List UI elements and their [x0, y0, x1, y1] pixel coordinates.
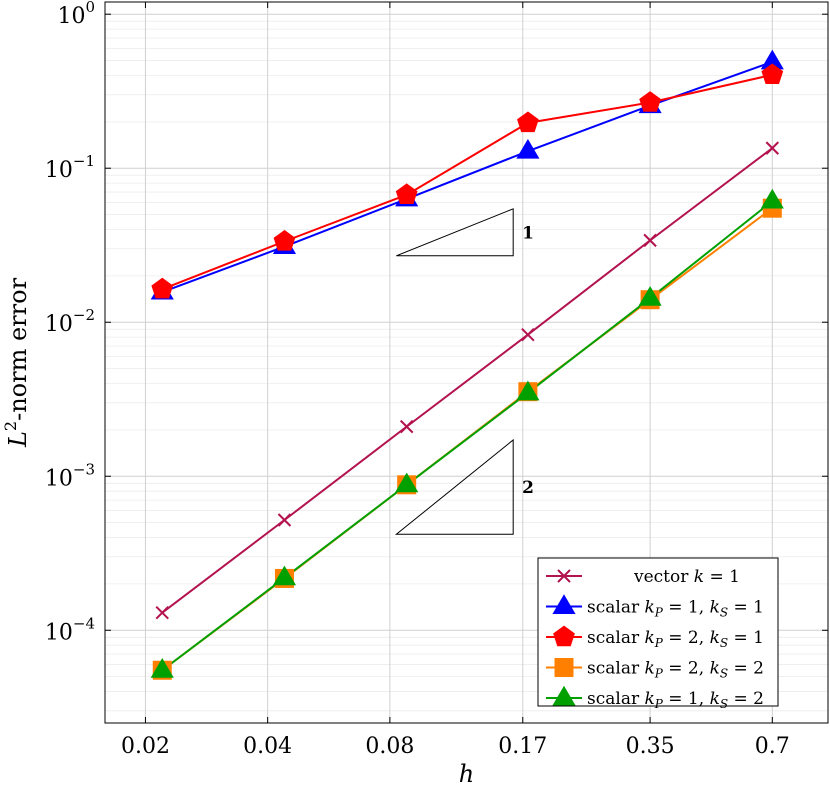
x-axis-label: h — [459, 760, 474, 788]
data-point — [765, 141, 780, 155]
data-point — [638, 286, 662, 306]
x-tick-label: 0.17 — [498, 734, 547, 759]
legend-entry-label: scalar kP = 1, kS = 1 — [587, 598, 764, 620]
plot-frame — [104, 1, 829, 724]
legend: vector k = 1 scalar kP = 1, kS = 1 scalar … — [537, 557, 779, 711]
legend-entry-label: scalar kP = 1, kS = 2 — [587, 689, 764, 711]
data-point — [521, 327, 535, 342]
series-line-5 — [161, 200, 773, 672]
y-axis-label: L2-norm error — [1, 277, 32, 448]
legend-swatch-marker — [553, 625, 575, 647]
slope-label: 1 — [522, 223, 534, 243]
x-tick-label: 0.35 — [626, 734, 675, 759]
slope-triangle — [396, 208, 514, 257]
slope-triangle — [394, 438, 514, 535]
x-tick-label: 0.7 — [755, 734, 790, 759]
series-line-1 — [161, 147, 773, 614]
y-tick-label: 10−4 — [45, 614, 95, 645]
x-tick-label: 0.02 — [121, 734, 170, 759]
legend-swatch-marker — [557, 569, 571, 583]
y-tick-label: 10−2 — [45, 306, 95, 337]
tick-labels: 0.02 0.04 0.08 0.17 0.35 0.7 100 10−1 10−2 10−3 10… — [45, 0, 828, 759]
data-point — [516, 380, 540, 401]
data-point — [399, 419, 414, 434]
data-point — [760, 188, 784, 209]
data-point — [643, 233, 657, 248]
legend-entry-label: vector k = 1 — [633, 567, 740, 587]
grid — [105, 2, 828, 723]
data-point — [155, 606, 169, 620]
x-tick-label: 0.04 — [243, 734, 292, 759]
x-tick-label: 0.08 — [365, 734, 414, 759]
data-point — [516, 138, 540, 159]
y-tick-label: 100 — [57, 0, 95, 29]
slope-label: 2 — [522, 478, 534, 498]
data-point — [273, 229, 296, 251]
data-point — [272, 565, 297, 586]
data-point — [395, 183, 418, 205]
series-lines — [161, 60, 773, 672]
y-tick-label: 10−3 — [45, 460, 95, 491]
slope-triangles: 12 — [394, 208, 534, 535]
data-point — [150, 658, 174, 678]
legend-swatch-marker — [552, 594, 576, 614]
y-tick-label: 10−1 — [45, 152, 95, 183]
data-point — [761, 63, 784, 85]
data-point — [395, 472, 419, 493]
legend-box — [537, 557, 779, 707]
data-point — [639, 91, 661, 112]
legend-entry-label: scalar kP = 2, kS = 2 — [587, 659, 764, 681]
data-point — [277, 513, 292, 527]
data-point — [517, 111, 539, 133]
data-point — [151, 277, 174, 299]
legend-swatch-marker — [552, 685, 576, 706]
legend-entry-label: scalar kP = 2, kS = 1 — [587, 628, 764, 650]
legend-swatch-marker — [554, 658, 574, 677]
series-line-3 — [161, 73, 773, 291]
series-markers — [150, 49, 784, 680]
